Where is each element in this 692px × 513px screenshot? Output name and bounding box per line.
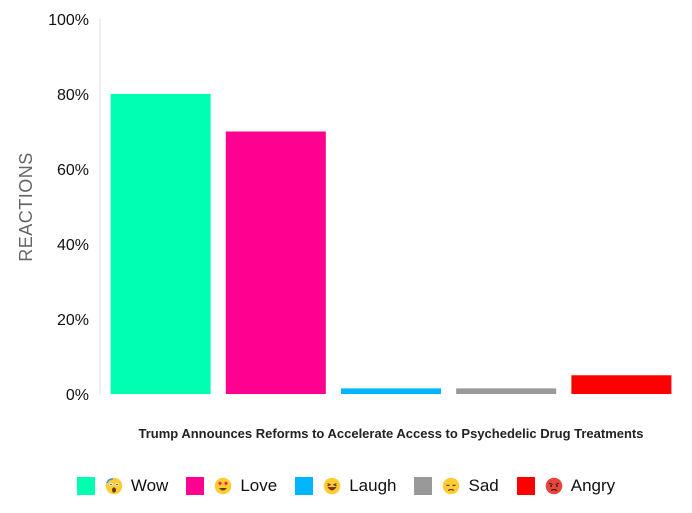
heart-eyes-face-icon bbox=[214, 477, 232, 495]
legend-label: Angry bbox=[570, 476, 616, 495]
bars bbox=[110, 94, 672, 395]
legend-item-sad[interactable]: Sad bbox=[414, 476, 499, 496]
y-tick-label: 100% bbox=[48, 12, 89, 29]
legend-label: Wow bbox=[130, 476, 169, 495]
y-tick-label: 0% bbox=[66, 387, 89, 404]
legend-item-love[interactable]: Love bbox=[186, 476, 277, 496]
legend-swatch bbox=[295, 477, 314, 495]
y-axis-title: REACTIONS bbox=[16, 152, 36, 262]
shocked-face-icon bbox=[105, 477, 123, 495]
legend-item-laugh[interactable]: Laugh bbox=[295, 476, 396, 496]
legend: Wow Love Laugh Sad Angry bbox=[0, 474, 692, 498]
y-tick-label: 60% bbox=[57, 162, 89, 179]
reactions-bar-chart: 0% 20% 40% 60% 80% 100% REACTIONS Trump Annou… bbox=[16, 12, 672, 441]
legend-swatch bbox=[414, 477, 433, 495]
y-tick-label: 40% bbox=[57, 237, 89, 254]
legend-item-wow[interactable]: Wow bbox=[76, 476, 169, 496]
category-label: Trump Announces Reforms to Accelerate Ac… bbox=[139, 426, 644, 441]
legend-swatch bbox=[186, 477, 205, 495]
bar-wow[interactable] bbox=[110, 94, 211, 394]
sad-face-icon bbox=[442, 477, 460, 495]
legend-item-angry[interactable]: Angry bbox=[516, 476, 616, 496]
y-tick-label: 80% bbox=[57, 87, 89, 104]
angry-face-icon bbox=[545, 477, 563, 495]
legend-label: Sad bbox=[468, 476, 499, 495]
y-axis-ticks: 0% 20% 40% 60% 80% 100% bbox=[48, 12, 89, 404]
legend-label: Love bbox=[240, 476, 278, 495]
bar-love[interactable] bbox=[225, 131, 326, 395]
legend-swatch bbox=[516, 477, 535, 495]
legend-swatch bbox=[76, 477, 95, 495]
bar-laugh[interactable] bbox=[341, 388, 441, 394]
y-tick-label: 20% bbox=[57, 312, 89, 329]
bar-sad[interactable] bbox=[456, 388, 557, 394]
legend-label: Laugh bbox=[349, 476, 397, 495]
laughing-face-icon bbox=[323, 477, 341, 495]
bar-angry[interactable] bbox=[571, 375, 672, 394]
